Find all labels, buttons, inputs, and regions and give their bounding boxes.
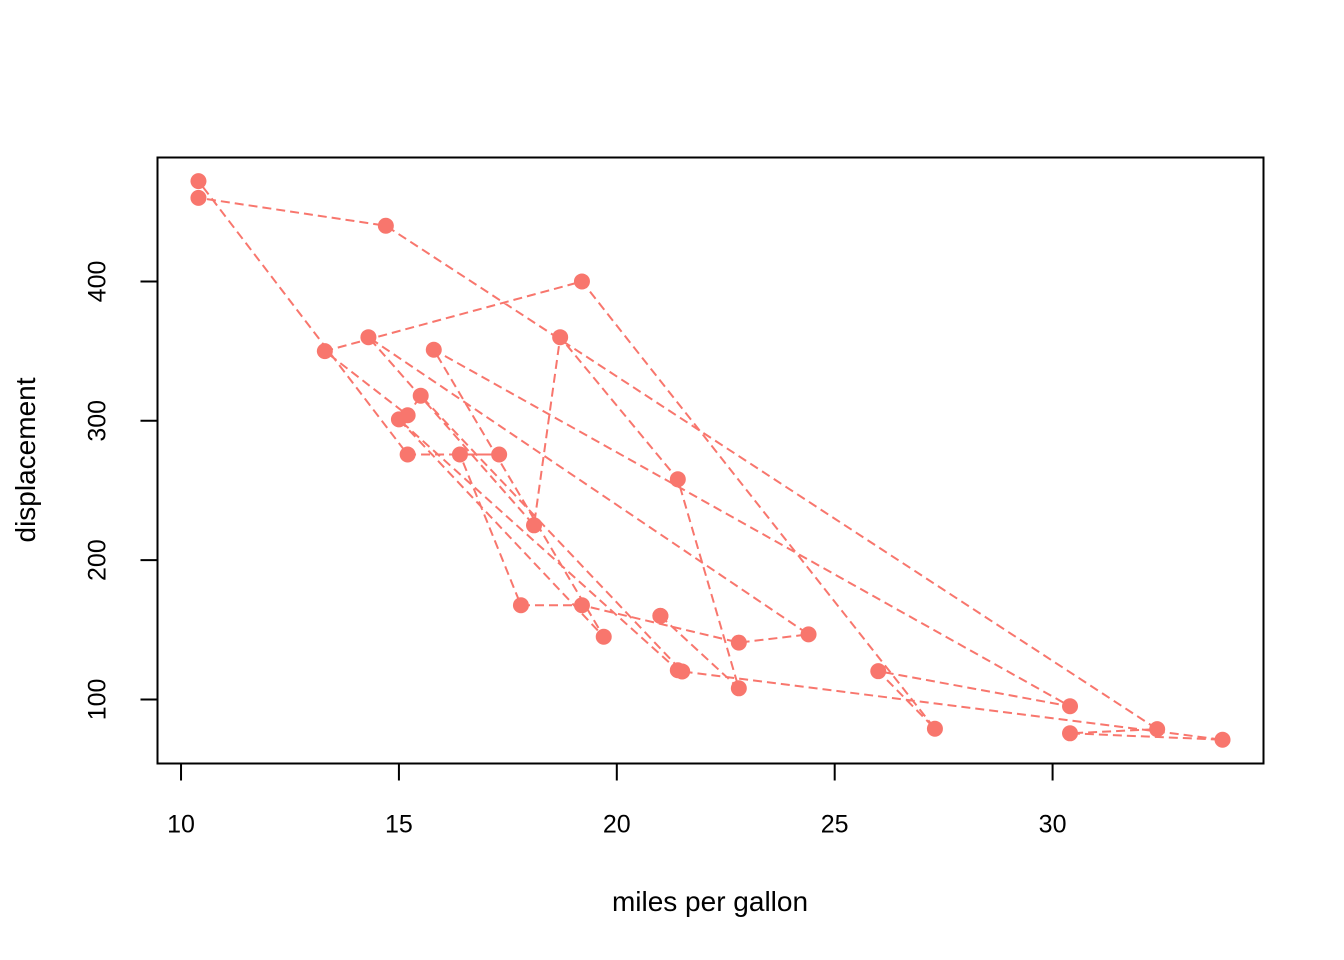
data-point bbox=[526, 517, 543, 534]
data-point bbox=[800, 626, 817, 643]
data-point bbox=[1062, 698, 1079, 715]
y-tick-label: 300 bbox=[84, 400, 112, 442]
data-point bbox=[399, 446, 416, 463]
data-point bbox=[377, 217, 394, 234]
x-tick-label: 20 bbox=[603, 811, 631, 839]
data-point bbox=[552, 329, 569, 346]
y-axis: 100 200 300 400 bbox=[84, 261, 159, 721]
data-point bbox=[316, 343, 333, 360]
data-point bbox=[669, 471, 686, 488]
data-point bbox=[360, 329, 377, 346]
data-point bbox=[190, 173, 207, 190]
data-point bbox=[652, 607, 669, 624]
plot-frame bbox=[156, 156, 1265, 765]
data-point bbox=[730, 634, 747, 651]
data-point bbox=[595, 628, 612, 645]
y-tick-label: 400 bbox=[84, 261, 112, 303]
y-tick-label: 100 bbox=[84, 679, 112, 721]
data-point bbox=[491, 446, 508, 463]
y-tick-label: 200 bbox=[84, 539, 112, 581]
series-layer bbox=[190, 173, 1231, 748]
x-tick-label: 15 bbox=[385, 811, 413, 839]
data-point bbox=[573, 597, 590, 614]
x-tick-label: 10 bbox=[167, 811, 195, 839]
x-axis-title: miles per gallon bbox=[612, 886, 808, 917]
data-point bbox=[412, 387, 429, 404]
data-point bbox=[190, 189, 207, 206]
data-point bbox=[730, 680, 747, 697]
series-line bbox=[197, 178, 1223, 741]
x-tick-label: 25 bbox=[821, 811, 849, 839]
x-axis: 10 15 20 25 30 bbox=[167, 762, 1067, 839]
x-tick-label: 30 bbox=[1039, 811, 1067, 839]
data-point bbox=[926, 720, 943, 737]
data-point bbox=[870, 663, 887, 680]
data-point bbox=[425, 341, 442, 358]
data-point bbox=[390, 411, 407, 428]
data-point bbox=[1062, 725, 1079, 742]
data-point bbox=[1149, 721, 1166, 738]
data-point bbox=[573, 273, 590, 290]
data-point bbox=[451, 446, 468, 463]
y-axis-title: displacement bbox=[10, 377, 41, 542]
data-point bbox=[1214, 731, 1231, 748]
data-point bbox=[512, 597, 529, 614]
data-point bbox=[669, 662, 686, 679]
